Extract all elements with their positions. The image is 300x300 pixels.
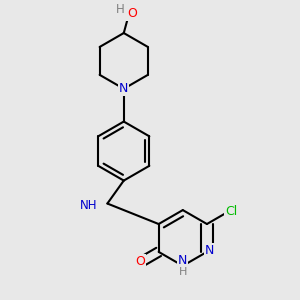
Text: H: H <box>178 267 187 277</box>
Text: Cl: Cl <box>225 205 237 218</box>
Text: H: H <box>116 3 125 16</box>
Text: O: O <box>136 255 146 268</box>
Text: O: O <box>127 7 137 20</box>
Text: N: N <box>205 244 214 257</box>
Text: NH: NH <box>80 199 98 212</box>
Text: N: N <box>119 82 128 95</box>
Text: N: N <box>178 254 188 267</box>
